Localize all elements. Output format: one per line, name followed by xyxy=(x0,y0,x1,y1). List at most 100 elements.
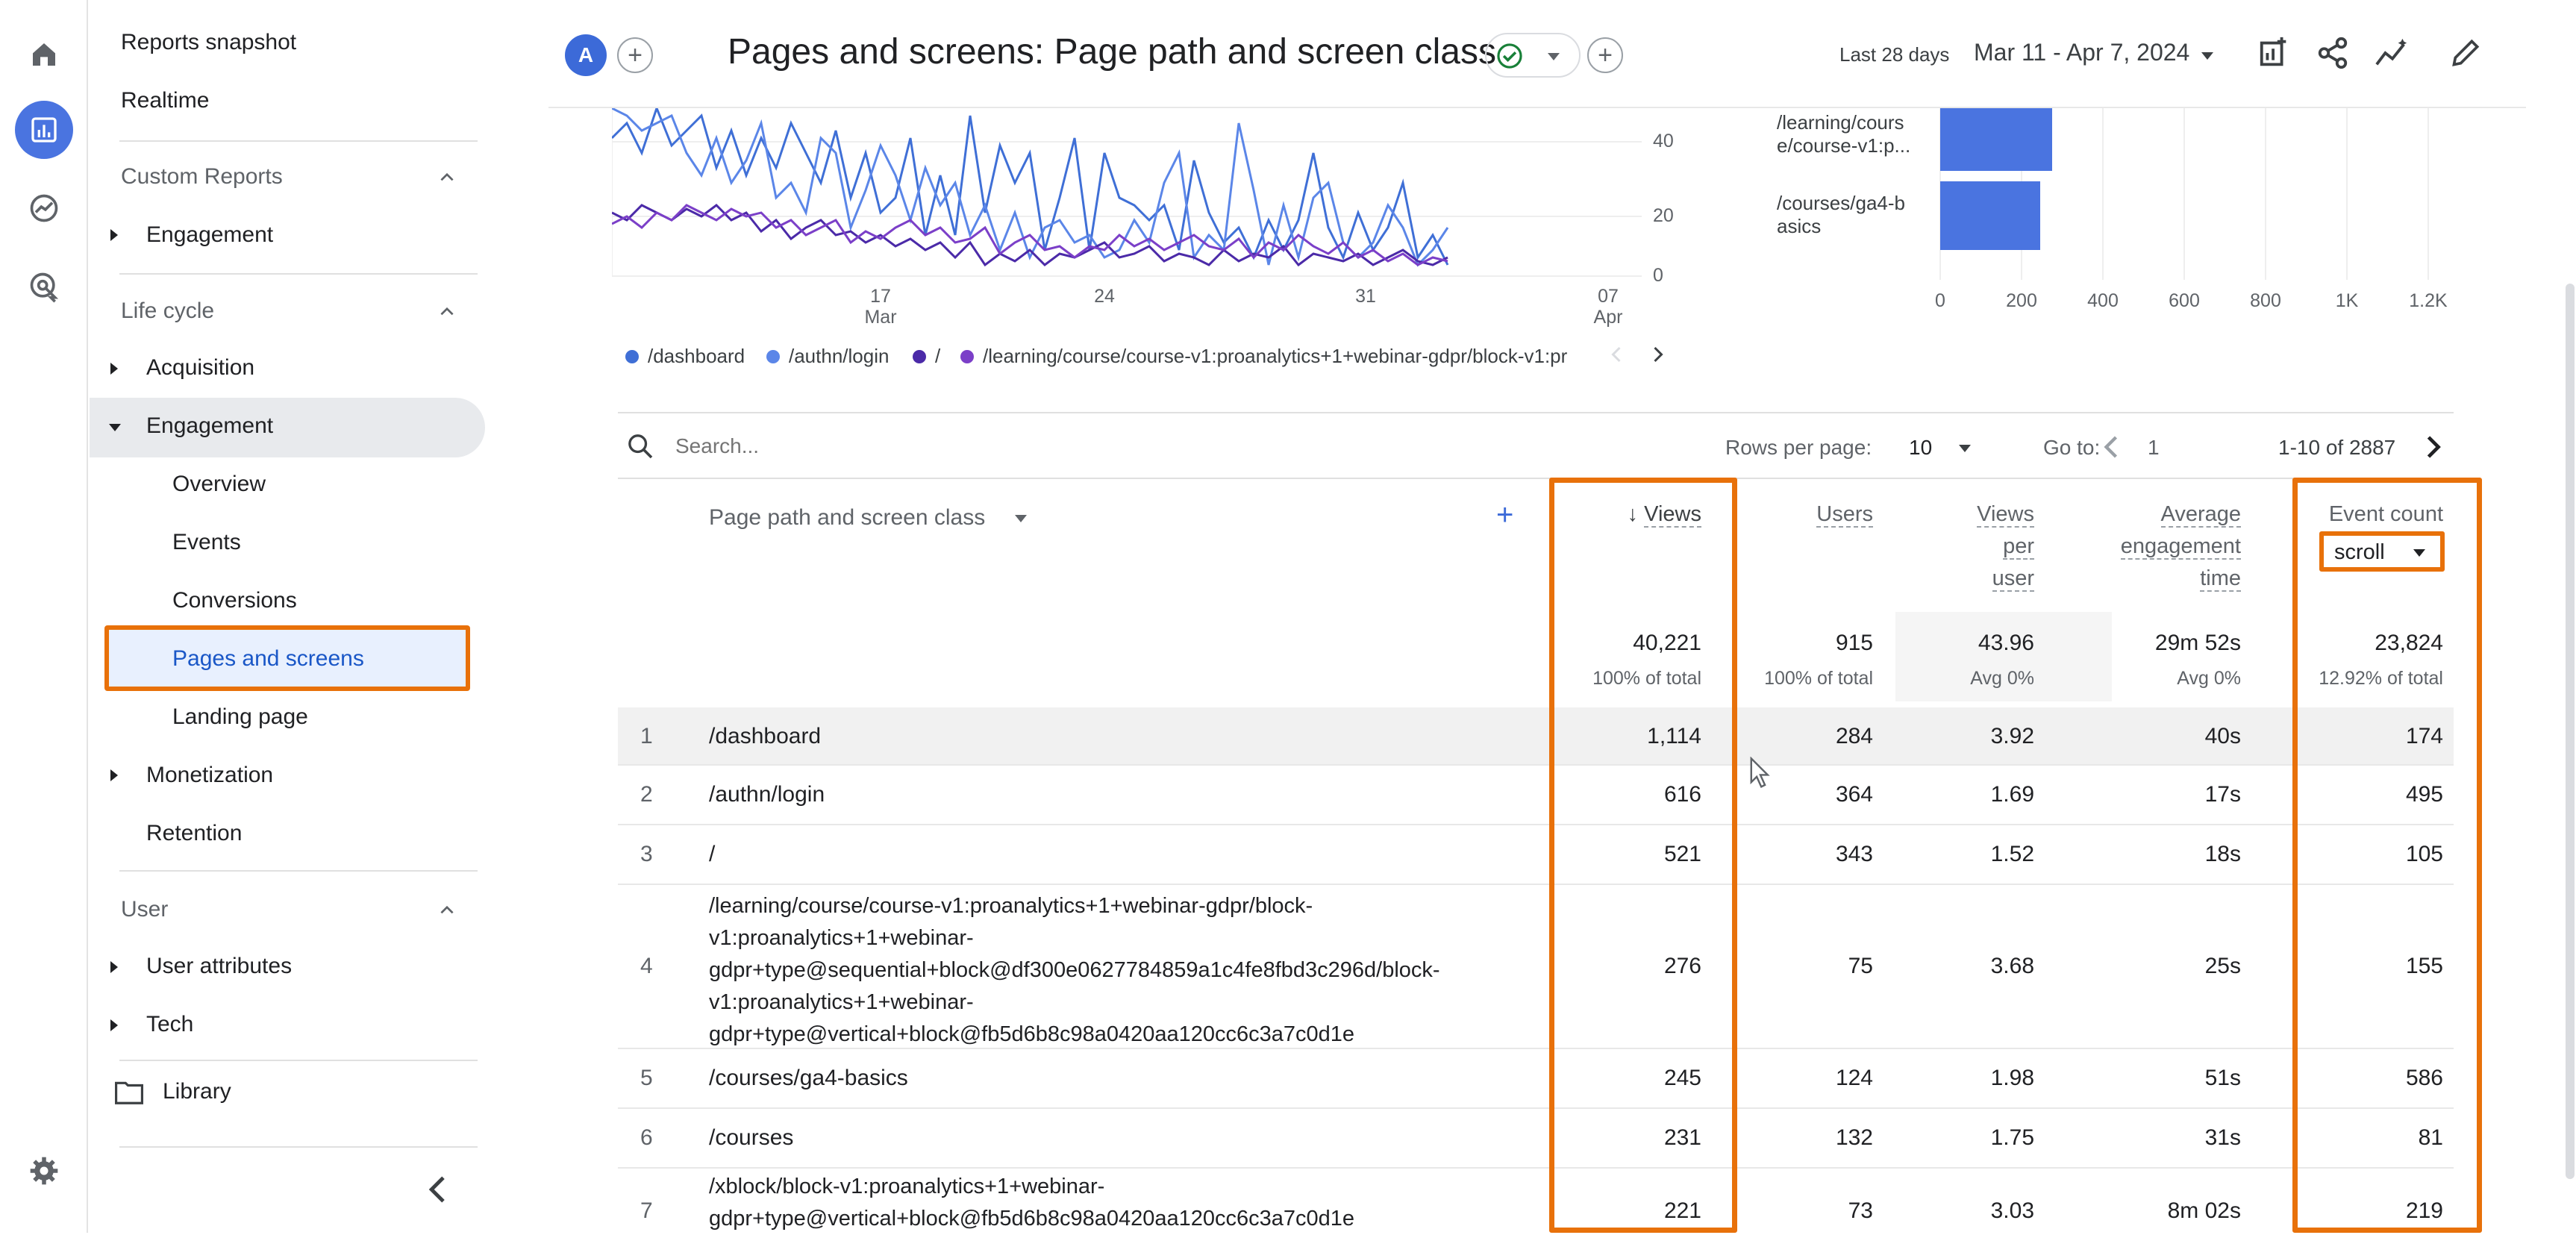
x-tick-day: 17 xyxy=(870,286,891,307)
event-filter-select[interactable]: scroll xyxy=(2319,531,2445,572)
rows-per-page-select[interactable]: 10 xyxy=(1909,436,1933,459)
event-count-column-header[interactable]: Event count xyxy=(2328,502,2443,526)
views-column-header[interactable]: ↓ Views xyxy=(1567,498,1701,531)
expand-arrow-icon[interactable] xyxy=(110,229,118,241)
expand-arrow-icon[interactable] xyxy=(110,363,118,375)
legend-label: /dashboard xyxy=(648,345,745,367)
avg-engagement-column-header[interactable]: Average engagement time xyxy=(2060,498,2241,595)
row-views-per-user: 1.52 xyxy=(1990,842,2034,866)
bar-courses-ga4-basics[interactable] xyxy=(1940,181,2040,250)
legend-item[interactable]: /learning/course/course-v1:proanalytics+… xyxy=(960,345,1580,368)
nav-monetization[interactable]: Monetization xyxy=(146,763,274,787)
legend-dot xyxy=(625,349,639,363)
advertising-icon[interactable] xyxy=(15,257,73,316)
nav-tech[interactable]: Tech xyxy=(146,1012,194,1037)
insights-icon[interactable] xyxy=(2374,36,2411,70)
header-line: Views xyxy=(1977,502,2034,528)
bar-label-line: e/course-v1:p... xyxy=(1777,134,1911,157)
collapse-chevron-up-icon[interactable] xyxy=(437,301,457,321)
settings-gear-icon[interactable] xyxy=(15,1142,73,1200)
collapse-chevron-up-icon[interactable] xyxy=(437,167,457,187)
series-line-root[interactable] xyxy=(612,204,1448,267)
series-line-authn-login[interactable] xyxy=(612,108,1449,267)
row-event-count: 174 xyxy=(2405,724,2443,748)
share-icon[interactable] xyxy=(2316,36,2350,70)
views-per-user-column-header[interactable]: Views per user xyxy=(1888,498,2034,595)
nav-reports-snapshot[interactable]: Reports snapshot xyxy=(121,30,297,54)
goto-page-input[interactable]: 1 xyxy=(2148,436,2160,459)
dimension-header[interactable]: Page path and screen class xyxy=(709,505,986,530)
nav-retention[interactable]: Retention xyxy=(146,821,243,845)
bar-learning-course[interactable] xyxy=(1940,108,2052,171)
row-index: 7 xyxy=(640,1198,653,1223)
nav-overview[interactable]: Overview xyxy=(172,472,266,496)
date-dropdown-arrow-icon[interactable] xyxy=(2201,52,2213,60)
collapse-arrow-icon[interactable] xyxy=(109,424,121,431)
expand-arrow-icon[interactable] xyxy=(110,769,118,781)
page-scrollbar[interactable] xyxy=(2566,284,2575,1179)
nav-acquisition[interactable]: Acquisition xyxy=(146,355,255,380)
row-page-path[interactable]: /xblock/block-v1:proanalytics+1+webinar-… xyxy=(709,1171,1354,1235)
table-search-input[interactable] xyxy=(674,428,1271,464)
row-page-path[interactable]: /courses/ga4-basics xyxy=(709,1066,908,1090)
explore-icon[interactable] xyxy=(15,179,73,237)
add-dimension-plus-icon[interactable]: + xyxy=(1496,498,1514,531)
expand-arrow-icon[interactable] xyxy=(110,961,118,973)
nav-events[interactable]: Events xyxy=(172,530,241,554)
comparison-avatar[interactable]: A xyxy=(565,34,607,76)
nav-conversions[interactable]: Conversions xyxy=(172,588,297,613)
legend-item[interactable]: / xyxy=(913,345,940,368)
row-page-path[interactable]: /dashboard xyxy=(709,724,822,748)
add-filter-button[interactable]: + xyxy=(1587,37,1623,73)
legend-prev-chevron-icon[interactable] xyxy=(1610,345,1623,364)
x-tick-label: 1K xyxy=(2335,290,2359,311)
table-row[interactable]: 7 /xblock/block-v1:proanalytics+1+webina… xyxy=(618,1169,2454,1233)
home-icon[interactable] xyxy=(15,25,73,84)
table-row[interactable]: 2 /authn/login 616 364 1.69 17s 495 xyxy=(618,766,2454,825)
nav-realtime[interactable]: Realtime xyxy=(121,88,210,113)
row-page-path[interactable]: / xyxy=(709,842,716,866)
legend-item[interactable]: /authn/login xyxy=(766,345,889,368)
nav-custom-engagement[interactable]: Engagement xyxy=(146,222,274,247)
expand-arrow-icon[interactable] xyxy=(110,1019,118,1031)
row-page-path[interactable]: /learning/course/course-v1:proanalytics+… xyxy=(709,890,1440,1051)
legend-item[interactable]: /dashboard xyxy=(625,345,745,368)
nav-pages-and-screens[interactable]: Pages and screens xyxy=(172,646,364,671)
row-views-per-user: 1.75 xyxy=(1990,1125,2034,1150)
report-status-button[interactable] xyxy=(1485,33,1581,78)
nav-user-attributes[interactable]: User attributes xyxy=(146,954,293,978)
row-views: 1,114 xyxy=(1647,724,1701,748)
row-page-path[interactable]: /authn/login xyxy=(709,782,825,807)
folder-icon xyxy=(115,1081,143,1104)
next-page-chevron-icon[interactable] xyxy=(2424,433,2443,461)
path-line: gdpr+type@sequential+block@df300e0627784… xyxy=(709,958,1440,982)
table-row[interactable]: 3 / 521 343 1.52 18s 105 xyxy=(618,825,2454,885)
row-page-path[interactable]: /courses xyxy=(709,1125,794,1150)
row-users: 364 xyxy=(1835,782,1873,807)
mouse-cursor-icon xyxy=(1750,757,1770,788)
table-row[interactable]: 5 /courses/ga4-basics 245 124 1.98 51s 5… xyxy=(618,1049,2454,1109)
nav-library[interactable]: Library xyxy=(163,1079,231,1104)
reports-icon[interactable] xyxy=(15,101,73,159)
series-line-learning-course[interactable] xyxy=(612,204,1448,266)
collapse-sidebar-chevron-left-icon[interactable] xyxy=(425,1176,448,1203)
rows-dropdown-arrow-icon[interactable] xyxy=(1959,445,1971,452)
table-row[interactable]: 6 /courses 231 132 1.75 31s 81 xyxy=(618,1109,2454,1169)
row-views-per-user: 3.03 xyxy=(1990,1198,2034,1223)
prev-page-chevron-icon[interactable] xyxy=(2101,433,2121,461)
table-row[interactable]: 1 /dashboard 1,114 284 3.92 40s 174 xyxy=(618,707,2454,766)
date-range-picker[interactable]: Mar 11 - Apr 7, 2024 xyxy=(1974,39,2190,66)
x-tick-month: Apr xyxy=(1593,307,1623,328)
customize-report-icon[interactable] xyxy=(2257,36,2292,70)
user-section-title: User xyxy=(121,897,169,922)
nav-engagement[interactable]: Engagement xyxy=(146,413,274,438)
users-column-header[interactable]: Users xyxy=(1724,498,1873,531)
edit-pencil-icon[interactable] xyxy=(2450,36,2483,69)
series-line-dashboard[interactable] xyxy=(612,108,1449,266)
collapse-chevron-up-icon[interactable] xyxy=(437,900,457,919)
table-row[interactable]: 4 /learning/course/course-v1:proanalytic… xyxy=(618,885,2454,1049)
dimension-dropdown-arrow-icon[interactable] xyxy=(1015,515,1027,522)
nav-landing-page[interactable]: Landing page xyxy=(172,704,308,729)
add-comparison-button[interactable]: + xyxy=(617,37,653,73)
legend-next-chevron-icon[interactable] xyxy=(1651,345,1665,364)
